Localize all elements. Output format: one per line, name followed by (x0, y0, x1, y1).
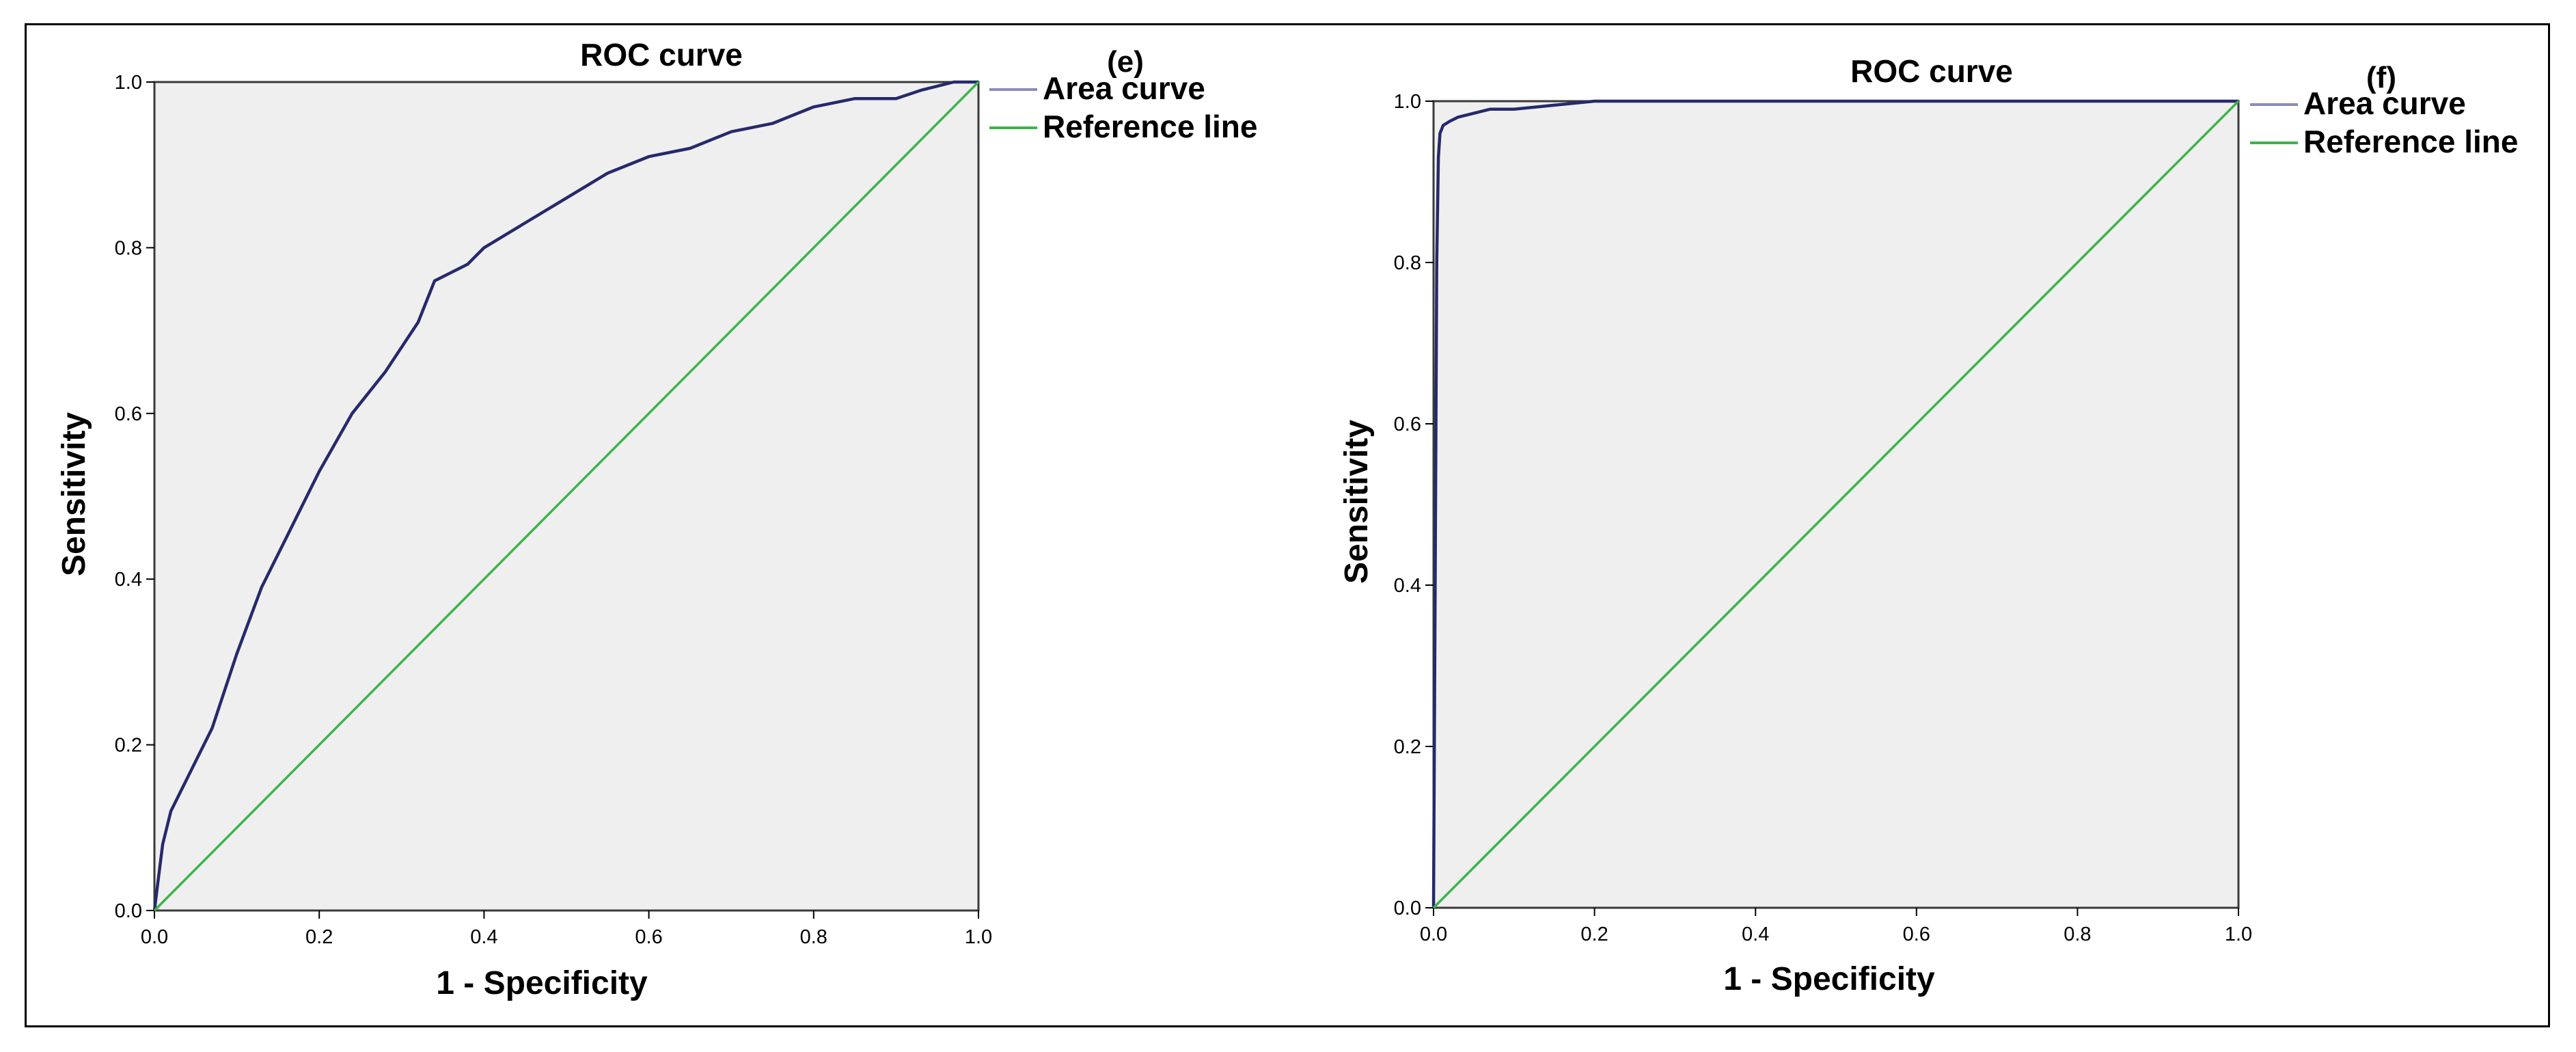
legend-label-reference: Reference line (2303, 124, 2518, 159)
y-tick-label: 0.4 (1394, 575, 1421, 597)
area-curve-line (1431, 99, 2238, 908)
x-tick-label: 0.2 (1580, 923, 1608, 945)
x-tick-label: 1.0 (2225, 923, 2252, 945)
y-tick-label: 0.4 (115, 569, 142, 591)
legend-label-area: Area curve (1043, 70, 1205, 106)
y-tick-label: 0.2 (1394, 736, 1421, 758)
x-axis-label: 1 - Specificity (1723, 961, 1935, 997)
y-tick-label: 0.6 (115, 403, 142, 425)
x-tick-label: 0.8 (800, 926, 827, 948)
y-tick-label: 0.8 (1394, 252, 1421, 274)
panel-label: (e) (1107, 45, 1144, 79)
y-tick-label: 0.2 (115, 735, 142, 757)
x-tick-label: 0.0 (141, 926, 168, 948)
y-tick-label: 0.0 (115, 900, 142, 922)
y-tick-label: 1.0 (115, 72, 142, 94)
y-tick-label: 1.0 (1394, 91, 1421, 113)
reference-line (1432, 100, 2240, 909)
legend-label-area: Area curve (2303, 85, 2466, 121)
x-tick-label: 0.4 (470, 926, 497, 948)
x-tick-label: 1.0 (965, 926, 992, 948)
x-tick-label: 0.0 (1420, 923, 1447, 945)
y-tick-label: 0.6 (1394, 414, 1421, 435)
panel-label: (f) (2366, 61, 2396, 94)
x-tick-label: 0.6 (635, 926, 662, 948)
x-tick-label: 0.4 (1742, 923, 1769, 945)
y-tick-label: 0.8 (115, 237, 142, 259)
x-tick-label: 0.8 (2064, 923, 2091, 945)
x-tick-label: 0.6 (1903, 923, 1930, 945)
x-tick-label: 0.2 (305, 926, 333, 948)
chart-title: ROC curve (1850, 53, 2013, 89)
y-axis-label: Sensitivity (56, 412, 92, 576)
area-curve-line (152, 80, 978, 911)
reference-line (153, 81, 980, 912)
x-axis-label: 1 - Specificity (436, 965, 648, 1001)
chart-title: ROC curve (580, 37, 743, 72)
legend-label-reference: Reference line (1043, 109, 1257, 144)
y-tick-label: 0.0 (1394, 898, 1421, 919)
y-axis-label: Sensitivity (1339, 420, 1375, 584)
